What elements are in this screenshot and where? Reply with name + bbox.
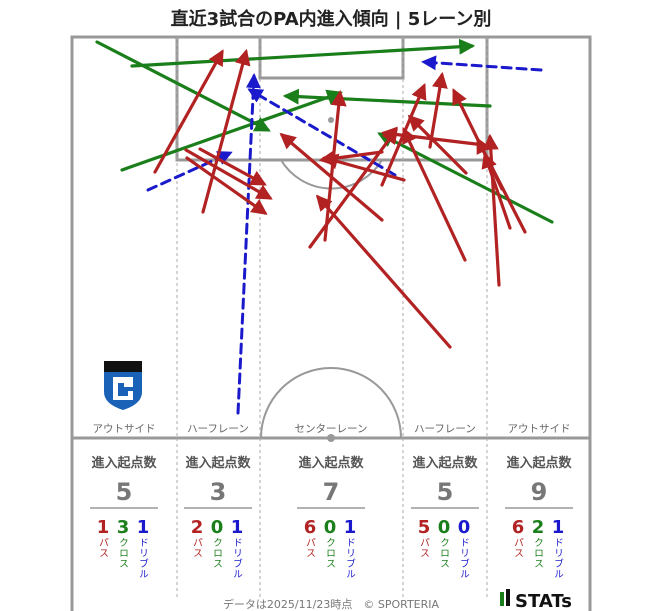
dribble-arrow	[421, 55, 543, 72]
lane-names: アウトサイド ハーフレーン センターレーン ハーフレーン アウトサイド	[93, 423, 571, 435]
pass-arrow	[184, 148, 273, 200]
pass-arrow	[481, 151, 512, 230]
pass-count: 2	[191, 517, 204, 538]
dribble-count: 0	[458, 517, 471, 538]
club-crest-icon	[104, 361, 142, 410]
cross-label: クロス	[119, 538, 129, 570]
lane-total-count: 9	[531, 478, 548, 506]
pass-arrow	[153, 49, 224, 174]
lane-total-count: 3	[210, 478, 227, 506]
pass-arrow	[185, 156, 268, 215]
pass-arrow	[315, 194, 452, 349]
center-circle	[260, 367, 402, 439]
pass-count: 1	[97, 517, 110, 538]
entry-arrows	[95, 38, 554, 415]
dribble-count: 1	[231, 517, 244, 538]
pass-arrow	[402, 127, 467, 262]
pass-label: パス	[514, 538, 524, 560]
cross-arrow	[120, 89, 344, 172]
center-spot	[327, 434, 335, 442]
pass-label: パス	[99, 538, 109, 560]
pass-label: パス	[193, 538, 203, 560]
lane-name-left-outside: アウトサイド	[93, 423, 156, 435]
lane-stat-header: 進入起点数	[91, 455, 157, 471]
pass-arrow	[428, 71, 448, 149]
pass-arrow	[318, 150, 384, 167]
cross-count: 2	[532, 517, 545, 538]
brand-name: STATs	[515, 591, 572, 611]
dribble-count: 1	[552, 517, 565, 538]
cross-count: 3	[117, 517, 130, 538]
chart-title: 直近3試合のPA内進入傾向 | 5レーン別	[171, 8, 492, 30]
cross-label: クロス	[326, 538, 336, 570]
lane-stat-header: 進入起点数	[298, 455, 364, 471]
lane-total-count: 7	[323, 478, 340, 506]
dribble-label: ドリブル	[554, 538, 564, 581]
penalty-spot	[328, 117, 334, 123]
cross-count: 0	[438, 517, 451, 538]
pass-count: 5	[418, 517, 431, 538]
lane-dividers	[176, 37, 488, 600]
pass-arrow	[198, 147, 267, 186]
lane-name-center: センターレーン	[295, 423, 368, 435]
dribble-count: 1	[344, 517, 357, 538]
pass-arrow	[380, 126, 486, 147]
pass-label: パス	[306, 538, 316, 560]
cross-arrow	[95, 40, 271, 132]
pass-arrow	[407, 114, 468, 175]
dribble-arrow	[236, 73, 261, 415]
pass-count: 6	[304, 517, 317, 538]
lane-total-count: 5	[437, 478, 454, 506]
footer-credit: データは2025/11/23時点 © SPORTERIA	[223, 597, 440, 611]
lane-stat-header: 進入起点数	[185, 455, 251, 471]
lane-stat-header: 進入起点数	[412, 455, 478, 471]
cross-arrow	[130, 38, 476, 68]
pass-label: パス	[420, 538, 430, 560]
lane-name-left-halfspace: ハーフレーン	[187, 423, 249, 435]
brand-mark-icon	[500, 592, 504, 606]
dribble-label: ドリブル	[460, 538, 470, 581]
pass-arrow	[482, 133, 501, 287]
cross-count: 0	[324, 517, 337, 538]
cross-count: 0	[211, 517, 224, 538]
lane-stats: 進入起点数51パス3クロス1ドリブル進入起点数32パス0クロス1ドリブル進入起点…	[90, 455, 573, 581]
stats-brand-logo: STATs	[500, 589, 572, 611]
cross-label: クロス	[213, 538, 223, 570]
pass-count: 6	[512, 517, 525, 538]
lane-total-count: 5	[116, 478, 133, 506]
lane-name-right-halfspace: ハーフレーン	[414, 423, 476, 435]
cross-arrow	[377, 132, 554, 224]
pass-arrow	[201, 48, 251, 214]
dribble-arrow	[247, 88, 397, 177]
lane-name-right-outside: アウトサイド	[508, 423, 571, 435]
dribble-count: 1	[137, 517, 150, 538]
pass-arrow	[308, 127, 398, 249]
lane-stat-header: 進入起点数	[506, 455, 572, 471]
dribble-label: ドリブル	[346, 538, 356, 581]
dribble-label: ドリブル	[139, 538, 149, 581]
cross-label: クロス	[440, 538, 450, 570]
pass-arrow	[321, 153, 406, 182]
dribble-label: ドリブル	[233, 538, 243, 581]
cross-label: クロス	[534, 538, 544, 570]
